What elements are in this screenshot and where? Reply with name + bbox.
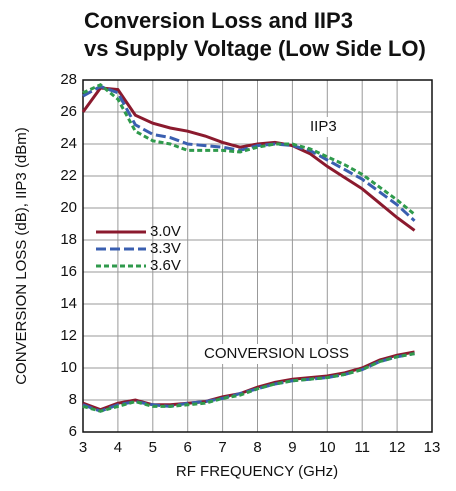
x-tick-label: 6 (184, 439, 192, 456)
chart-title: vs Supply Voltage (Low Side LO) (84, 36, 426, 61)
series-line (82, 83, 416, 216)
series-line (82, 352, 415, 413)
series-line (82, 84, 416, 222)
x-tick-label: 5 (149, 439, 157, 456)
label-background (200, 344, 356, 364)
y-axis-label: CONVERSION LOSS (dB), IIP3 (dBm) (13, 127, 30, 385)
y-tick-label: 26 (60, 103, 77, 120)
chart-title: Conversion Loss and IIP3 (84, 8, 353, 33)
y-tick-label: 24 (60, 135, 77, 152)
y-tick-label: 28 (60, 71, 77, 88)
y-tick-label: 6 (69, 423, 77, 440)
y-tick-label: 12 (60, 327, 77, 344)
y-tick-label: 8 (69, 391, 77, 408)
y-tick-label: 14 (60, 295, 77, 312)
y-tick-label: 16 (60, 263, 77, 280)
x-axis-label: RF FREQUENCY (GHz) (176, 463, 338, 480)
x-tick-label: 3 (79, 439, 87, 456)
x-tick-label: 8 (253, 439, 261, 456)
y-tick-label: 18 (60, 231, 77, 248)
y-tick-label: 20 (60, 199, 77, 216)
x-tick-label: 4 (114, 439, 122, 456)
label-background (306, 117, 346, 137)
plot-frame (82, 79, 433, 433)
x-tick-label: 13 (424, 439, 441, 456)
x-tick-label: 9 (288, 439, 296, 456)
x-tick-label: 12 (389, 439, 406, 456)
y-tick-label: 10 (60, 359, 77, 376)
y-tick-label: 22 (60, 167, 77, 184)
x-tick-label: 7 (218, 439, 226, 456)
annotation: IIP3 (310, 118, 337, 135)
legend-label: 3.0V (150, 223, 181, 240)
series-line (81, 86, 416, 232)
x-tick-label: 11 (354, 439, 370, 456)
legend-label: 3.3V (150, 240, 181, 257)
legend-label: 3.6V (150, 257, 181, 274)
annotation: CONVERSION LOSS (204, 345, 349, 362)
x-tick-label: 10 (319, 439, 336, 456)
